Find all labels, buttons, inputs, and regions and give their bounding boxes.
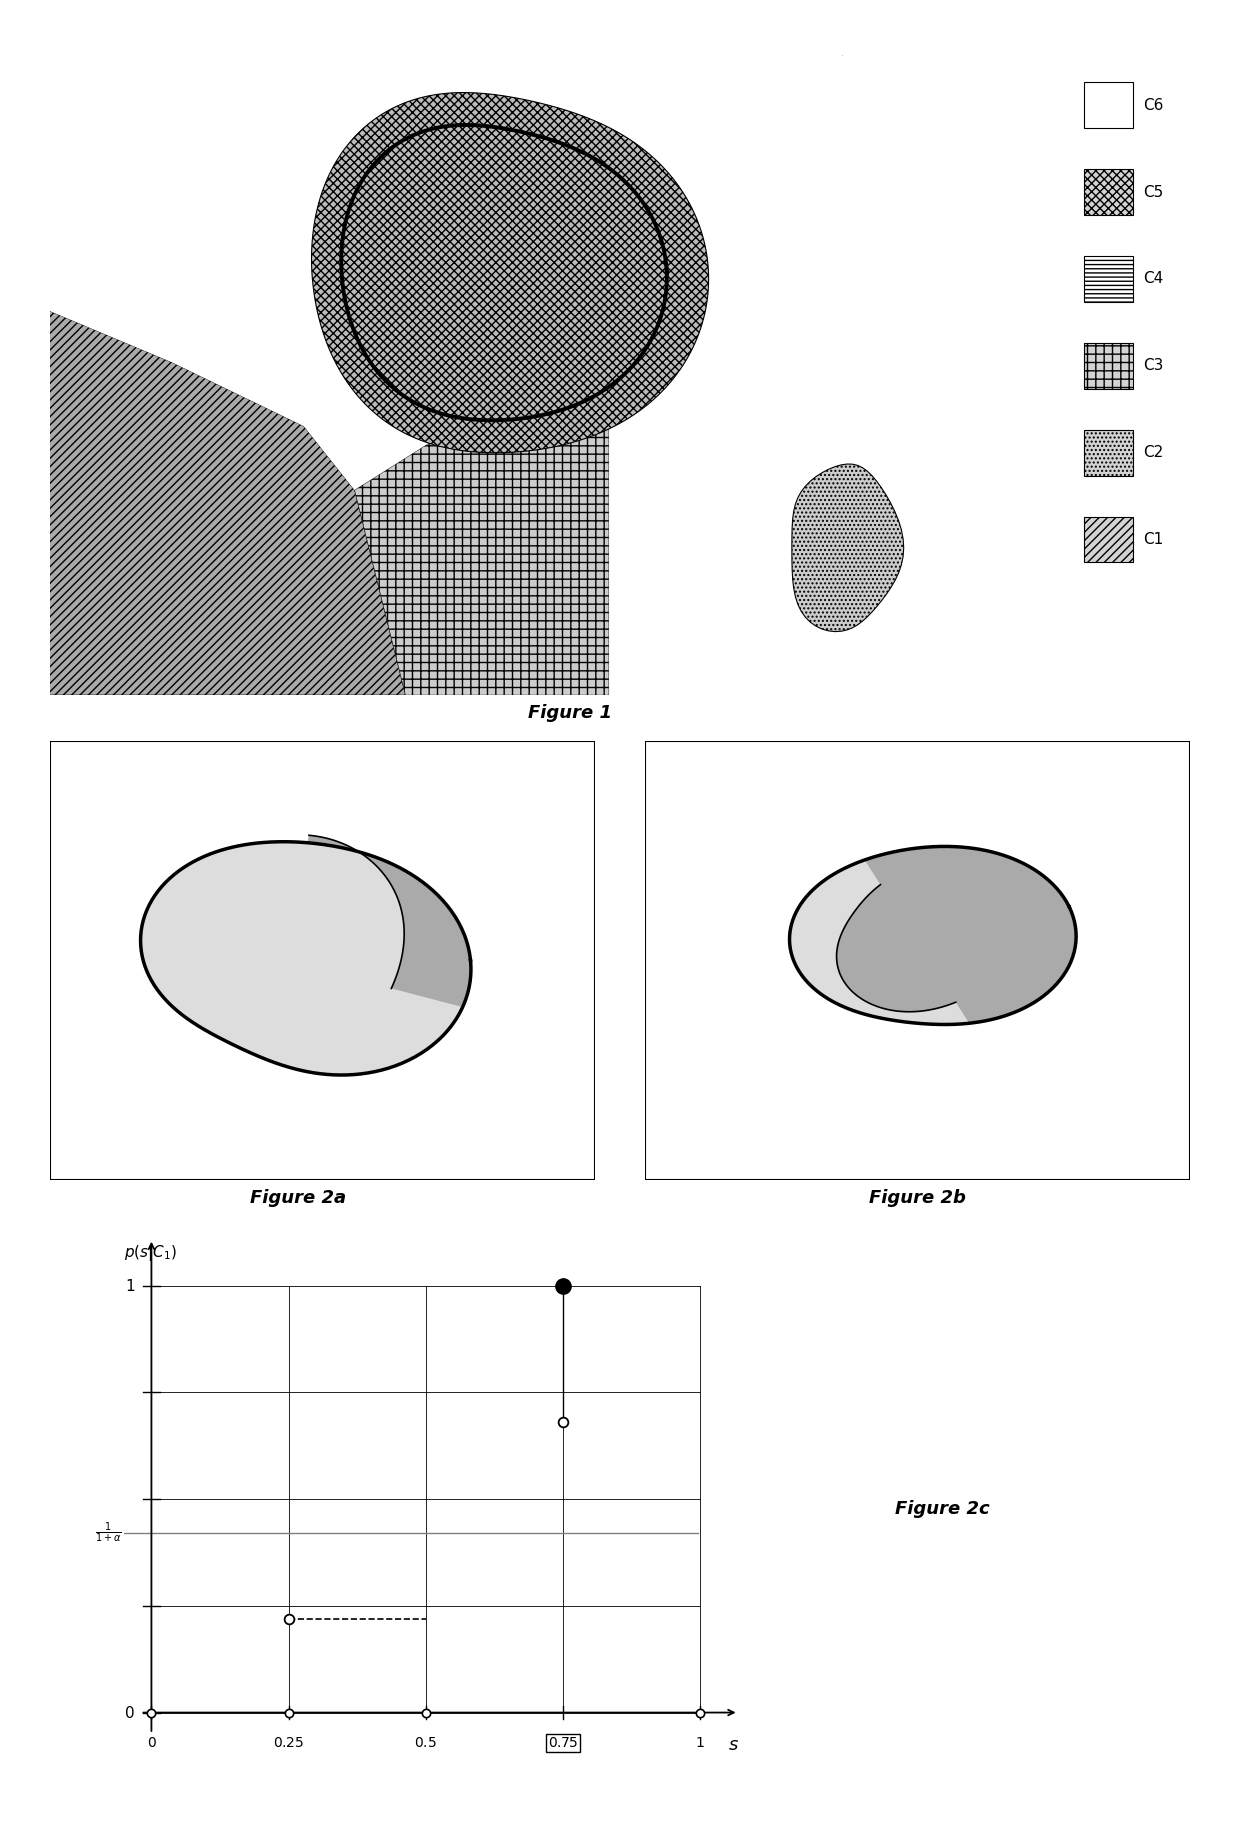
Text: C1: C1 — [1143, 532, 1163, 547]
Text: $0.5$: $0.5$ — [414, 1736, 438, 1750]
Text: $1$: $1$ — [125, 1278, 135, 1293]
Text: $p(s|C_1)$: $p(s|C_1)$ — [124, 1244, 177, 1264]
Text: C5: C5 — [1143, 185, 1163, 199]
Polygon shape — [790, 847, 1076, 1024]
Text: C2: C2 — [1143, 444, 1163, 461]
Polygon shape — [405, 55, 1066, 695]
Text: Figure 2c: Figure 2c — [895, 1500, 990, 1518]
Polygon shape — [790, 860, 970, 1024]
Text: Figure 2b: Figure 2b — [869, 1189, 966, 1207]
Polygon shape — [792, 465, 904, 631]
Polygon shape — [308, 836, 471, 1008]
Text: C3: C3 — [1143, 358, 1163, 373]
Polygon shape — [140, 841, 471, 1075]
Bar — [1084, 256, 1133, 302]
Text: $0$: $0$ — [124, 1705, 135, 1721]
Text: Figure 1: Figure 1 — [528, 704, 613, 722]
Polygon shape — [50, 311, 405, 695]
Text: $0.75$: $0.75$ — [548, 1736, 578, 1750]
Polygon shape — [311, 93, 708, 454]
Bar — [1084, 430, 1133, 476]
Text: $1$: $1$ — [696, 1736, 704, 1750]
Bar — [1084, 82, 1133, 128]
Polygon shape — [355, 401, 609, 695]
Text: $s$: $s$ — [728, 1736, 739, 1754]
Text: C4: C4 — [1143, 271, 1163, 287]
Text: $0$: $0$ — [146, 1736, 156, 1750]
Text: $\frac{1}{1+\alpha}$: $\frac{1}{1+\alpha}$ — [94, 1522, 122, 1546]
Bar — [1084, 518, 1133, 563]
Bar — [1084, 344, 1133, 390]
Text: C6: C6 — [1143, 97, 1163, 113]
Text: Figure 2a: Figure 2a — [249, 1189, 346, 1207]
Text: $0.25$: $0.25$ — [273, 1736, 304, 1750]
Bar — [1084, 170, 1133, 216]
Polygon shape — [50, 55, 843, 490]
